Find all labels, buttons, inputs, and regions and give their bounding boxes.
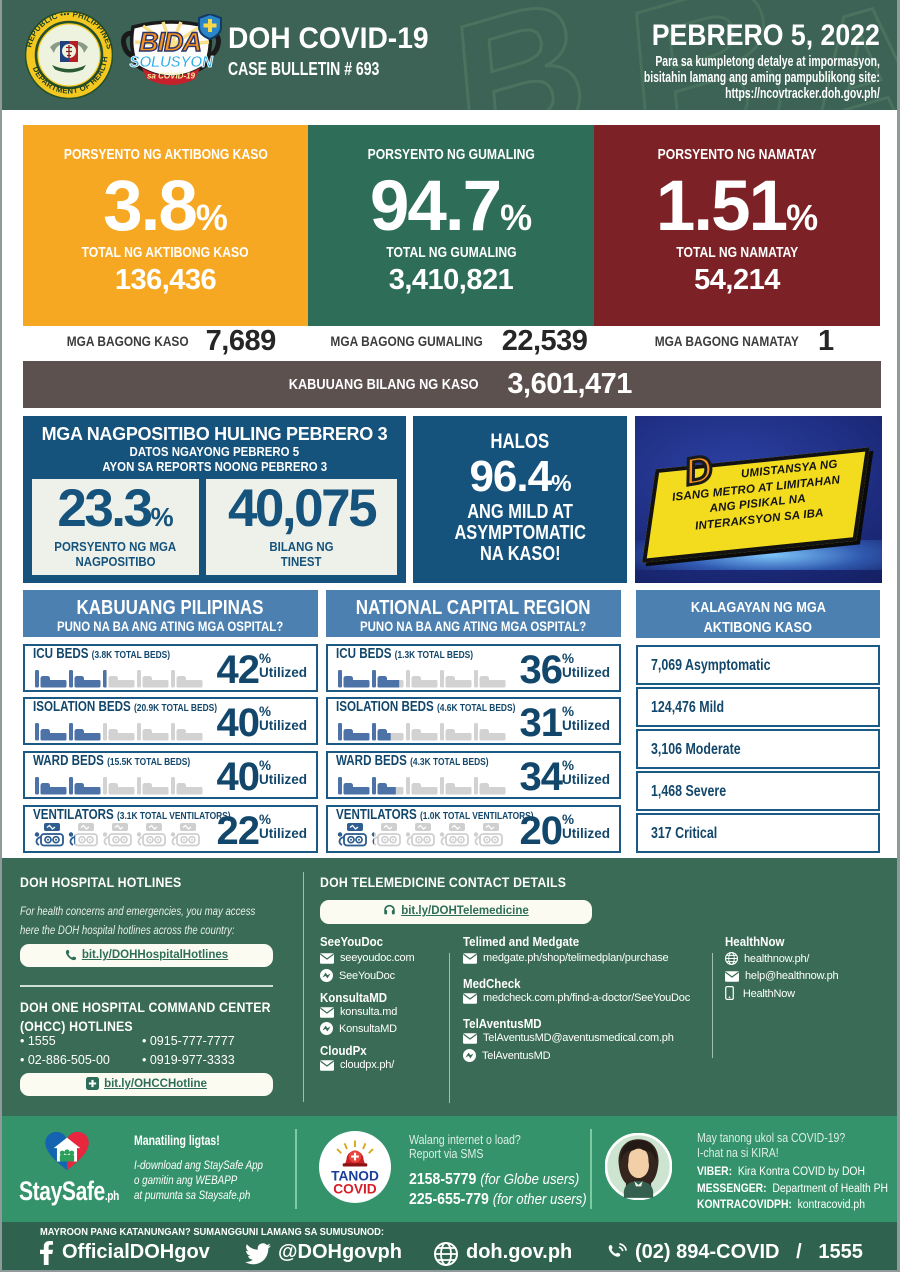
svg-text:BIDA: BIDA xyxy=(139,27,201,57)
svg-text:sa COVID-19: sa COVID-19 xyxy=(147,72,196,81)
svg-text:COVID: COVID xyxy=(333,1182,377,1197)
svg-text:SOLUSYON: SOLUSYON xyxy=(130,54,214,71)
svg-text:TANOD: TANOD xyxy=(331,1168,379,1183)
